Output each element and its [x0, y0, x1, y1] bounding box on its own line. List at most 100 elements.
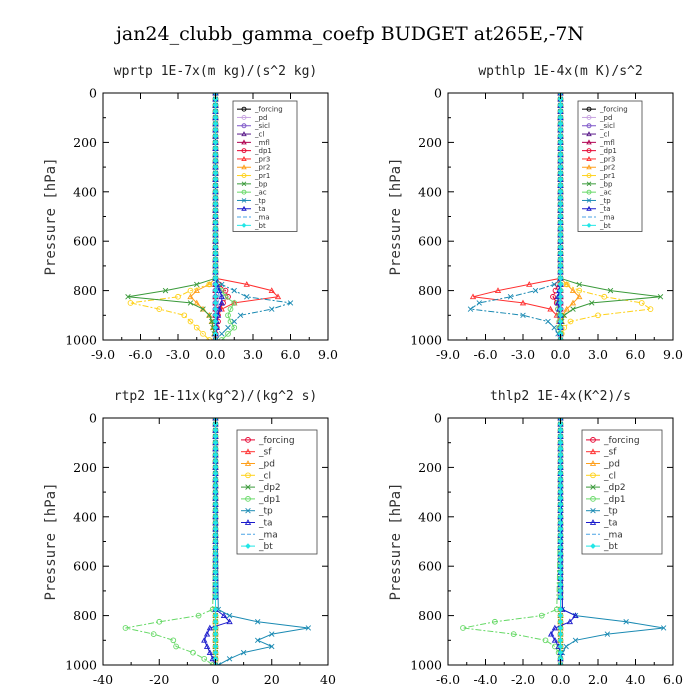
- x-tick-label: 0: [212, 672, 220, 687]
- data-point: [212, 170, 219, 177]
- data-point: [226, 612, 233, 619]
- data-point: [519, 299, 527, 306]
- series-line: [469, 93, 561, 340]
- legend-label: _tp: [603, 507, 618, 517]
- legend-label: _pr3: [254, 155, 270, 163]
- legend-label: _dp1: [254, 147, 272, 155]
- x-tick-label: 0.0: [551, 672, 571, 687]
- data-point: [569, 287, 577, 293]
- data-point: [557, 182, 564, 189]
- x-tick-label: 9.0: [318, 347, 338, 362]
- panel-1: wprtp 1E-7x(m kg)/(s^2 kg) Pressure [hPa]…: [43, 64, 338, 362]
- legend-item: _sf: [241, 448, 272, 458]
- legend-label: _ac: [254, 189, 267, 197]
- x-tick-label: 6.0: [663, 672, 683, 687]
- data-point: [195, 612, 202, 619]
- data-point: [660, 625, 667, 631]
- data-point: [557, 427, 564, 434]
- x-tick-label: -6.0: [436, 672, 460, 687]
- panel-title: wprtp 1E-7x(m kg)/(s^2 kg): [114, 64, 318, 79]
- series-pr3: [469, 93, 564, 340]
- data-point: [557, 201, 564, 207]
- legend: _forcing _sf _pd_cl _dp2 _dp1 _tp _ta_ma _bt: [581, 429, 663, 555]
- data-point: [569, 299, 577, 306]
- data-point: [557, 139, 564, 146]
- legend-marker: [589, 519, 597, 525]
- data-point: [212, 226, 219, 232]
- data-point: [212, 563, 219, 570]
- data-point: [212, 250, 219, 257]
- data-point: [623, 619, 629, 625]
- legend-item: _dp2: [586, 483, 626, 493]
- legend-item: _dp1: [237, 147, 272, 155]
- data-point: [212, 263, 219, 269]
- data-point: [212, 433, 219, 440]
- legend-marker: [586, 148, 592, 154]
- plot-area: [122, 418, 312, 665]
- data-point: [225, 312, 231, 319]
- data-point: [557, 594, 564, 600]
- x-tick-label: 0.0: [551, 347, 571, 362]
- x-tick-label: -20: [149, 672, 169, 687]
- data-point: [557, 439, 564, 446]
- legend-label: _dp1: [599, 147, 617, 155]
- legend-item: _sicl: [237, 122, 270, 130]
- y-tick-label: 0: [89, 411, 97, 426]
- data-point: [572, 637, 579, 644]
- data-point: [607, 287, 614, 294]
- legend-item: _ta: [241, 519, 273, 529]
- legend-marker: [586, 205, 592, 211]
- data-point: [557, 127, 564, 133]
- data-point: [557, 293, 564, 300]
- legend-item: _bt: [582, 222, 611, 230]
- data-point: [212, 538, 219, 545]
- legend-label: _tp: [599, 197, 611, 205]
- data-point: [557, 324, 564, 331]
- y-tick-label: 600: [73, 559, 97, 574]
- legend-marker: [241, 131, 247, 137]
- data-point: [269, 643, 275, 650]
- legend-label: _pd: [254, 114, 267, 122]
- data-point: [212, 501, 219, 508]
- data-point: [212, 164, 219, 170]
- legend: _forcing _sf _pd_cl _dp2 _dp1 _tp _ta_ma _bt: [236, 429, 318, 555]
- legend-label: _sicl: [254, 122, 270, 130]
- data-point: [557, 446, 564, 452]
- data-point: [212, 219, 219, 226]
- data-point: [287, 300, 294, 306]
- data-point: [212, 293, 219, 300]
- data-point: [225, 324, 231, 331]
- data-point: [638, 300, 645, 306]
- data-point: [206, 624, 214, 631]
- legend-item: _ta: [237, 205, 266, 213]
- data-point: [550, 293, 556, 300]
- data-point: [647, 306, 654, 312]
- data-point: [127, 300, 134, 306]
- x-tick-label: -6.0: [128, 347, 152, 362]
- data-point: [557, 452, 564, 458]
- data-point: [212, 244, 219, 251]
- y-tick-label: 0: [434, 86, 442, 101]
- legend-item: _pr1: [582, 172, 615, 180]
- legend-marker: [590, 543, 596, 549]
- legend-marker: [586, 123, 592, 129]
- data-point: [156, 306, 163, 312]
- data-point: [201, 636, 208, 643]
- y-axis-label: Pressure [hPa]: [388, 157, 404, 275]
- data-point: [212, 102, 219, 109]
- legend-label: _bt: [254, 222, 266, 230]
- data-point: [557, 121, 564, 127]
- data-point: [567, 318, 574, 325]
- legend-marker: [241, 106, 247, 112]
- x-tick-label: -3.0: [166, 347, 190, 362]
- data-point: [507, 294, 514, 300]
- legend-marker: [241, 114, 247, 120]
- data-point: [557, 287, 564, 294]
- data-point: [595, 312, 601, 319]
- data-point: [212, 232, 219, 238]
- data-point: [557, 483, 564, 489]
- y-tick-label: 1000: [65, 658, 97, 673]
- legend-item: _cl: [582, 130, 609, 138]
- data-point: [170, 637, 177, 644]
- data-point: [212, 643, 219, 650]
